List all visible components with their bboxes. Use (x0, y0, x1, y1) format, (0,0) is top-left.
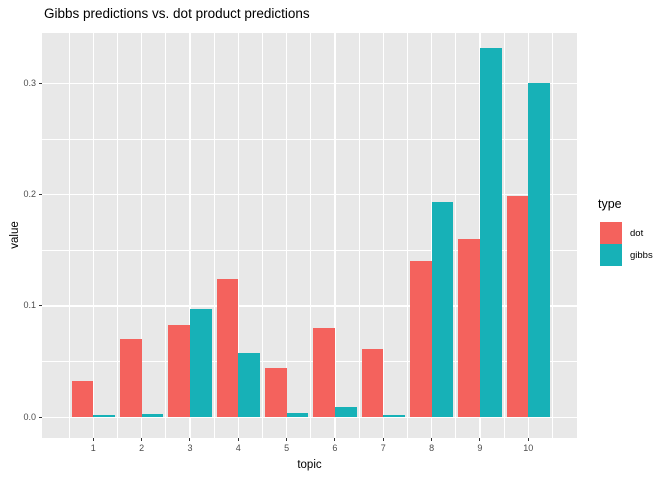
bar-dot-7 (361, 349, 384, 418)
bar-gibbs-2 (141, 413, 164, 418)
x-tick-label: 8 (429, 443, 435, 453)
legend-entry-gibbs: gibbs (600, 244, 653, 266)
x-tick-mark (92, 438, 94, 441)
gridline-h-minor (42, 138, 577, 140)
x-tick-mark (141, 438, 143, 441)
gridline-v-major (92, 33, 94, 438)
x-tick-label: 5 (284, 443, 290, 453)
legend-title: type (598, 197, 622, 211)
gridline-v-major (189, 33, 191, 438)
bar-dot-6 (313, 328, 335, 418)
bar-gibbs-6 (334, 407, 357, 418)
y-tick-mark (38, 416, 42, 418)
bar-gibbs-5 (286, 412, 309, 418)
y-tick-mark (38, 194, 42, 196)
plot-panel (42, 33, 577, 438)
x-tick-label: 9 (477, 443, 483, 453)
gridline-v-minor (503, 33, 505, 438)
y-tick-label: 0.2 (23, 189, 36, 200)
x-tick-label: 10 (523, 443, 534, 453)
legend-entry-label: dot (630, 227, 644, 239)
gridline-v-minor (213, 33, 215, 438)
bar-gibbs-1 (93, 415, 115, 418)
gridline-v-major (334, 33, 336, 438)
chart-title: Gibbs predictions vs. dot product predic… (44, 6, 310, 21)
gridline-v-major (237, 33, 239, 438)
gridline-v-major (479, 33, 481, 438)
legend-swatch (600, 244, 622, 266)
bar-dot-10 (506, 195, 529, 418)
x-tick-label: 1 (90, 443, 96, 453)
legend-entry-dot: dot (600, 222, 643, 244)
gridline-h-minor (42, 249, 577, 251)
gridline-v-major (286, 33, 288, 438)
gridline-h-major (42, 416, 577, 418)
x-tick-mark (286, 438, 288, 441)
bar-gibbs-8 (431, 202, 454, 418)
bar-dot-2 (120, 339, 142, 418)
x-tick-mark (479, 438, 481, 441)
x-axis-title: topic (297, 459, 322, 471)
bar-dot-1 (71, 380, 94, 418)
gridline-v-minor (165, 33, 167, 438)
x-tick-mark (431, 438, 433, 441)
gridline-v-minor (455, 33, 457, 438)
x-tick-label: 4 (235, 443, 241, 453)
bar-gibbs-10 (528, 83, 550, 418)
x-tick-label: 7 (380, 443, 386, 453)
x-tick-mark (237, 438, 239, 441)
y-tick-label: 0.1 (23, 300, 36, 311)
bar-dot-4 (216, 279, 239, 418)
gridline-h-major (42, 82, 577, 84)
bar-gibbs-4 (238, 352, 260, 418)
x-tick-mark (382, 438, 384, 441)
bar-dot-8 (410, 261, 432, 418)
gridline-h-major (42, 194, 577, 196)
gridline-v-minor (407, 33, 408, 438)
gridline-v-major (382, 33, 384, 438)
gridline-v-minor (552, 33, 553, 438)
y-tick-label: 0.3 (23, 77, 36, 88)
bar-gibbs-3 (189, 309, 212, 418)
bar-dot-5 (265, 368, 287, 418)
legend-entry-label: gibbs (630, 249, 653, 261)
gridline-v-minor (310, 33, 312, 438)
x-tick-label: 2 (139, 443, 145, 453)
bar-gibbs-9 (479, 47, 502, 418)
gridline-v-minor (68, 33, 70, 438)
bar-dot-9 (458, 239, 480, 418)
x-tick-label: 3 (187, 443, 193, 453)
bar-dot-3 (168, 324, 190, 418)
gridline-v-minor (358, 33, 360, 438)
y-tick-mark (38, 305, 42, 307)
gridline-v-minor (117, 33, 118, 438)
x-tick-label: 6 (332, 443, 338, 453)
gridline-h-minor (42, 361, 577, 362)
y-tick-mark (38, 82, 42, 84)
bar-gibbs-7 (383, 415, 405, 418)
x-tick-mark (527, 438, 529, 441)
gridline-v-major (527, 33, 529, 438)
legend-swatch (600, 222, 622, 244)
y-tick-label: 0.0 (23, 411, 36, 422)
gridline-v-major (141, 33, 143, 438)
y-axis-title: value (9, 221, 21, 249)
gridline-v-minor (262, 33, 263, 438)
gridline-v-major (431, 33, 433, 438)
x-tick-mark (189, 438, 191, 441)
gridline-h-major (42, 305, 577, 307)
x-tick-mark (334, 438, 336, 441)
